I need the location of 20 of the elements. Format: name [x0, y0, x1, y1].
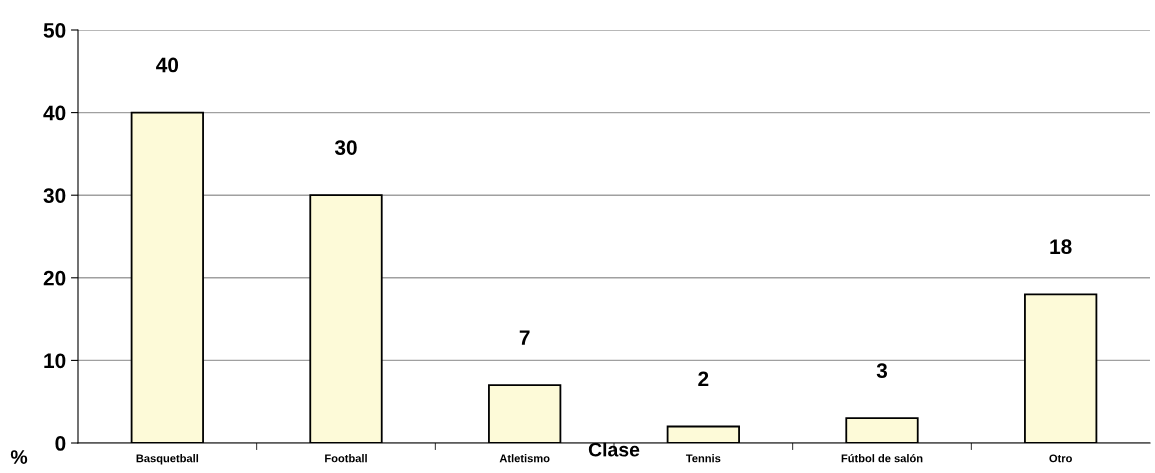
y-tick-label: 30 [43, 188, 66, 203]
y-tick-label: 40 [43, 105, 66, 121]
data-label: 40 [156, 57, 179, 73]
x-tick-label: Basquetball [136, 454, 199, 465]
data-label: 7 [519, 330, 530, 345]
y-tick-label: 10 [44, 353, 66, 369]
y-tick-label: 0 [55, 436, 66, 451]
data-label: 3 [876, 363, 888, 379]
y-axis-title: % [10, 450, 28, 464]
x-tick-label: Football [325, 454, 367, 463]
x-tick-label: Otro [1049, 454, 1072, 463]
x-tick-label: Fútbol de salón [841, 454, 923, 463]
x-tick-label: Tennis [685, 454, 721, 463]
x-tick-label: Atletismo [499, 454, 550, 463]
y-tick-label: 20 [43, 270, 66, 286]
x-axis-title: Clase [588, 442, 640, 457]
data-label: 18 [1050, 239, 1072, 255]
data-label: 30 [334, 140, 357, 155]
data-label: 2 [698, 371, 709, 387]
y-tick-label: 50 [43, 23, 66, 38]
